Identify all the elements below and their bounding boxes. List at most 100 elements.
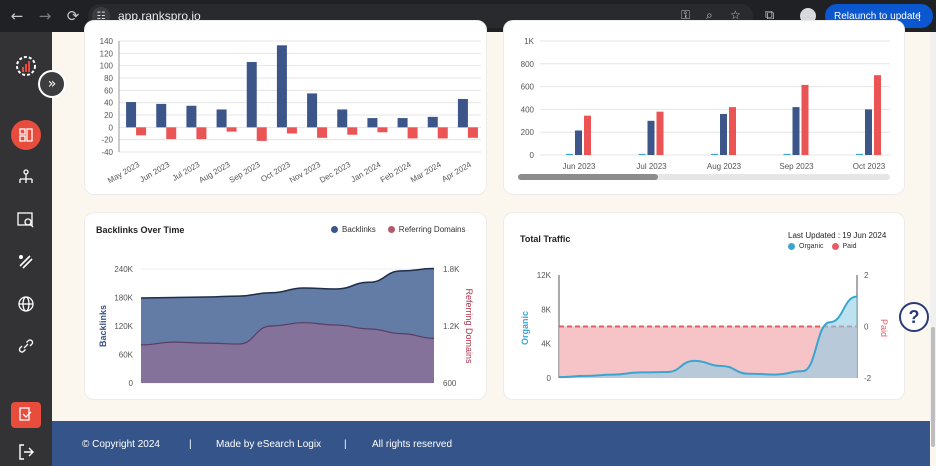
backlinks-icon[interactable] xyxy=(12,248,40,276)
bar-series-2 xyxy=(317,127,328,138)
footer-rights: All rights reserved xyxy=(372,439,453,450)
bar-series-3 xyxy=(874,75,881,155)
y-tick-label: 200 xyxy=(521,128,535,137)
monthly-bar-card: 140 120 100 80 60 40 20 0 -20 -40 May 2023 Jun 2023… xyxy=(84,20,487,195)
bar-series-1 xyxy=(397,118,408,128)
horizontal-scrollbar[interactable] xyxy=(518,174,890,180)
left-tick-label: 0 xyxy=(547,374,552,383)
bar-series-1 xyxy=(276,45,287,128)
scrollbar-thumb[interactable] xyxy=(518,174,658,180)
globe-icon[interactable] xyxy=(12,290,40,318)
bar-series-2 xyxy=(437,127,448,139)
logo-icon xyxy=(12,52,40,80)
legend-dot-backlinks xyxy=(331,226,338,233)
referring-domains-line xyxy=(140,322,435,346)
left-tick-label: 12K xyxy=(537,271,552,280)
traffic-bar-chart: 1K 800 600 400 200 0 Jun 2023 Jul 2023 Aug 2023 S… xyxy=(521,37,890,171)
bar-series-2 xyxy=(136,127,147,136)
legend-organic[interactable]: Organic xyxy=(799,243,824,250)
reports-icon[interactable] xyxy=(11,402,41,428)
bar-series-2 xyxy=(256,127,267,141)
x-tick-label: Apr 2024 xyxy=(440,160,473,184)
bookmark-star-icon[interactable]: ☆ xyxy=(730,8,741,22)
footer-separator-1: | xyxy=(189,439,192,450)
right-tick-label: 1.8K xyxy=(443,265,460,274)
y-tick-label: 1K xyxy=(524,37,534,46)
left-tick-label: 4K xyxy=(541,340,551,349)
bar-series-1 xyxy=(711,153,718,155)
help-button[interactable]: ? xyxy=(899,302,929,332)
footer: © Copyright 2024 | Made by eSearch Logix… xyxy=(52,421,930,466)
left-tick-label: 240K xyxy=(114,265,133,274)
bar-series-2 xyxy=(792,107,800,155)
url-text: app.rankspro.io xyxy=(118,9,201,23)
reload-icon[interactable]: ⟳ xyxy=(66,7,80,25)
bar-series-2 xyxy=(467,127,478,138)
y-tick-label: 20 xyxy=(104,111,113,120)
referring-domains-area xyxy=(141,322,434,383)
footer-copyright: © Copyright 2024 xyxy=(82,439,160,450)
last-updated-label: Last Updated : xyxy=(788,231,841,240)
footer-made-by[interactable]: Made by eSearch Logix xyxy=(216,439,322,450)
x-tick-label: Jul 2023 xyxy=(636,162,667,171)
right-tick-label: 1.2K xyxy=(443,322,460,331)
x-tick-label: Sep 2023 xyxy=(228,160,263,185)
x-tick-label: Dec 2023 xyxy=(318,160,353,185)
y-tick-label: 800 xyxy=(521,60,535,69)
bar-series-1 xyxy=(246,61,257,128)
bar-series-2 xyxy=(347,127,358,135)
organic-line xyxy=(558,295,858,379)
organic-area xyxy=(559,296,857,378)
bar-series-1 xyxy=(638,153,646,155)
backlinks-title: Backlinks Over Time xyxy=(96,225,185,235)
last-updated: Last Updated : 19 Jun 2024 xyxy=(788,231,886,240)
bar-series-1 xyxy=(783,153,791,155)
x-tick-label: Jan 2024 xyxy=(349,160,382,185)
x-tick-label: Jul 2023 xyxy=(171,160,202,183)
sidebar-expand-button[interactable]: » xyxy=(38,70,66,98)
bar-series-2 xyxy=(226,127,237,132)
bar-series-2 xyxy=(407,127,418,139)
zoom-icon[interactable]: ⌕ xyxy=(706,8,713,22)
forward-icon[interactable]: → xyxy=(38,7,52,25)
x-tick-label: Jun 2023 xyxy=(138,160,171,185)
keyword-search-icon[interactable] xyxy=(12,206,40,234)
double-chevron-right-icon: » xyxy=(47,76,57,92)
backlinks-legend: Backlinks Referring Domains xyxy=(331,225,466,234)
key-icon[interactable]: ⚿ xyxy=(681,8,691,22)
x-tick-label: Nov 2023 xyxy=(288,160,323,185)
site-structure-icon[interactable] xyxy=(12,164,40,192)
backlinks-line xyxy=(140,267,435,299)
right-tick-label: -2 xyxy=(864,374,872,383)
legend-referring-domains[interactable]: Referring Domains xyxy=(398,225,466,234)
y-tick-label: 120 xyxy=(100,49,114,58)
legend-dot-paid xyxy=(831,243,839,250)
page-scrollbar[interactable] xyxy=(930,32,936,447)
extensions-icon[interactable]: ⧉ xyxy=(765,8,775,23)
back-icon[interactable]: ← xyxy=(10,7,24,25)
logout-icon[interactable] xyxy=(12,438,40,466)
y-tick-label: 140 xyxy=(100,37,114,46)
legend-backlinks[interactable]: Backlinks xyxy=(342,225,376,234)
right-tick-label: 0 xyxy=(864,323,869,332)
link-icon[interactable] xyxy=(12,332,40,360)
bar-series-2 xyxy=(166,127,177,140)
total-traffic-card: Total Traffic Last Updated : 19 Jun 2024… xyxy=(503,212,905,400)
y-tick-label: 40 xyxy=(104,99,113,108)
page-scrollbar-thumb[interactable] xyxy=(931,327,935,447)
right-axis-label: Paid xyxy=(879,319,889,337)
legend-dot-referring xyxy=(387,226,395,233)
bar-series-1 xyxy=(186,105,197,128)
backlinks-card: Backlinks Over Time Backlinks Referring … xyxy=(84,212,487,400)
bar-series-2 xyxy=(865,109,872,155)
y-tick-label: 0 xyxy=(109,123,114,132)
bar-series-3 xyxy=(656,111,664,155)
x-tick-label: Oct 2023 xyxy=(853,162,886,171)
dashboard-icon[interactable] xyxy=(11,120,41,150)
x-tick-label: Aug 2023 xyxy=(707,162,742,171)
bar-series-2 xyxy=(377,127,388,133)
menu-dots-icon[interactable]: ⋮ xyxy=(914,10,925,23)
legend-paid[interactable]: Paid xyxy=(842,243,857,250)
x-tick-label: Feb 2024 xyxy=(379,160,413,185)
